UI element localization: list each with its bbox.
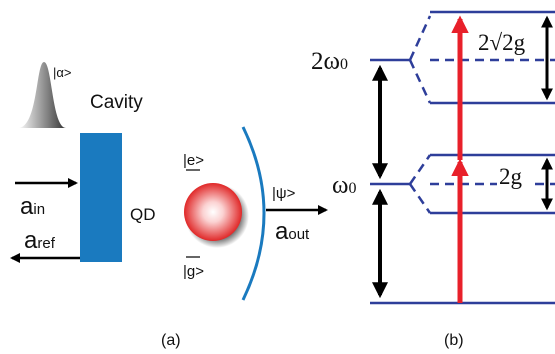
splitting-label: 2g bbox=[499, 164, 523, 189]
level-label: ω0 bbox=[332, 172, 356, 199]
input-state: |α> bbox=[53, 65, 71, 80]
excited-state: |e> bbox=[183, 152, 204, 169]
cavity-label: Cavity bbox=[90, 92, 143, 113]
level-label: 2ω0 bbox=[311, 48, 348, 75]
splitting-label: 2√2g bbox=[478, 30, 526, 55]
qd-label: QD bbox=[130, 205, 156, 224]
cavity bbox=[80, 133, 122, 262]
output-state: |ψ> bbox=[272, 185, 296, 202]
figure: |α> Cavity ain aref QD |e> |g> |ψ> aout … bbox=[0, 0, 555, 354]
ground-state: |g> bbox=[183, 263, 204, 280]
reflected-mode: aref bbox=[24, 227, 56, 254]
output-mode: aout bbox=[275, 218, 310, 245]
input-mode: ain bbox=[20, 193, 45, 220]
panel-label: (b) bbox=[444, 332, 464, 349]
panel-label: (a) bbox=[161, 332, 181, 349]
quantum-dot bbox=[184, 183, 242, 241]
